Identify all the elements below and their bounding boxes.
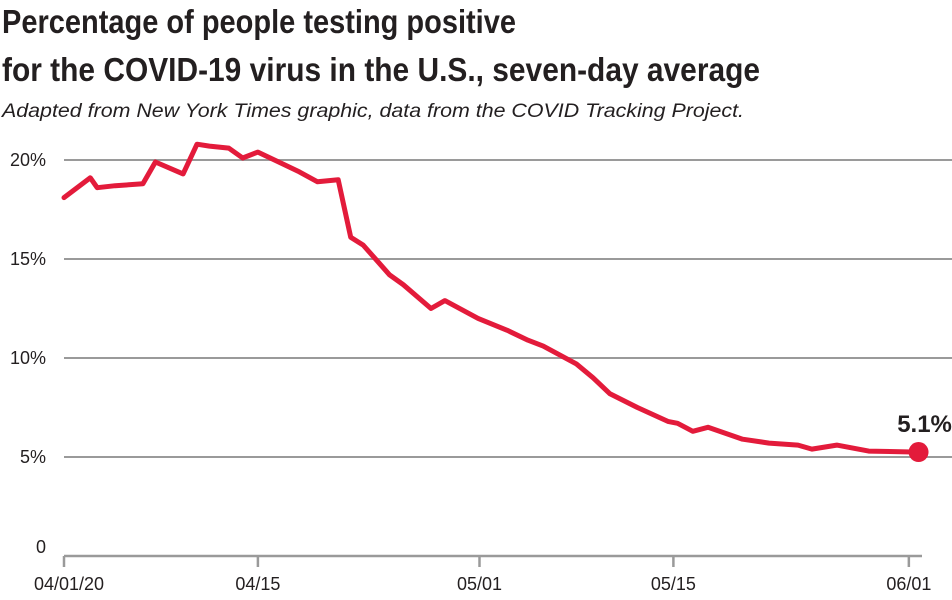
x-tick-label: 06/01: [886, 574, 931, 594]
y-tick-label: 0: [36, 537, 46, 557]
end-value-label: 5.1%: [897, 411, 952, 438]
gridlines: [64, 159, 952, 558]
end-point-marker: [908, 442, 929, 463]
y-tick-label: 5%: [20, 447, 46, 467]
series-group: [61, 141, 921, 455]
x-tick-label: 04/01/20: [34, 574, 104, 594]
x-tick-label: 05/01: [457, 574, 502, 594]
chart-title-line-1: Percentage of people testing positive: [2, 3, 516, 40]
y-axis: 0 5% 10% 15% 20%: [10, 150, 46, 557]
x-axis: 04/01/20 04/15 05/01 05/15 06/01: [34, 556, 931, 594]
y-tick-label: 15%: [10, 249, 46, 269]
chart-title-line-2: for the COVID-19 virus in the U.S., seve…: [2, 51, 760, 88]
chart-subtitle: Adapted from New York Times graphic, dat…: [1, 101, 744, 122]
x-tick-label: 04/15: [235, 574, 280, 594]
series-line: [61, 141, 921, 455]
x-tick-label: 05/15: [651, 574, 696, 594]
annotations: 5.1%: [897, 411, 952, 463]
y-tick-label: 10%: [10, 348, 46, 368]
y-tick-label: 20%: [10, 150, 46, 170]
